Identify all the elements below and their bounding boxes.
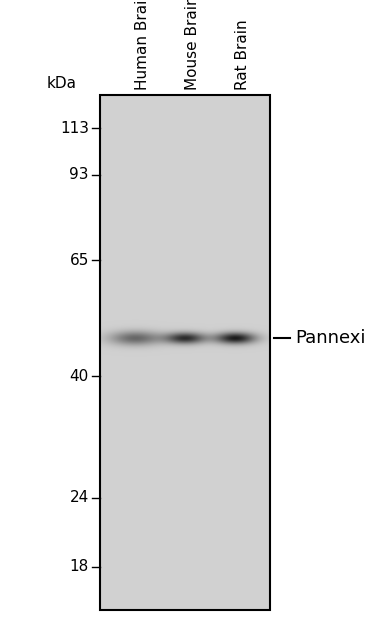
Text: 24: 24: [70, 490, 89, 505]
Bar: [100, 95, 270, 610]
Text: 18: 18: [70, 559, 89, 574]
Text: 93: 93: [69, 168, 89, 182]
Text: Rat Brain: Rat Brain: [235, 20, 250, 90]
Text: Pannexin-1: Pannexin-1: [295, 329, 365, 347]
Text: Mouse Brain: Mouse Brain: [185, 0, 200, 90]
Text: kDa: kDa: [47, 76, 77, 91]
Text: Human Brain: Human Brain: [135, 0, 150, 90]
Bar: [100, 95, 270, 610]
Text: 40: 40: [70, 368, 89, 384]
Text: 65: 65: [70, 253, 89, 268]
Text: 113: 113: [60, 121, 89, 136]
